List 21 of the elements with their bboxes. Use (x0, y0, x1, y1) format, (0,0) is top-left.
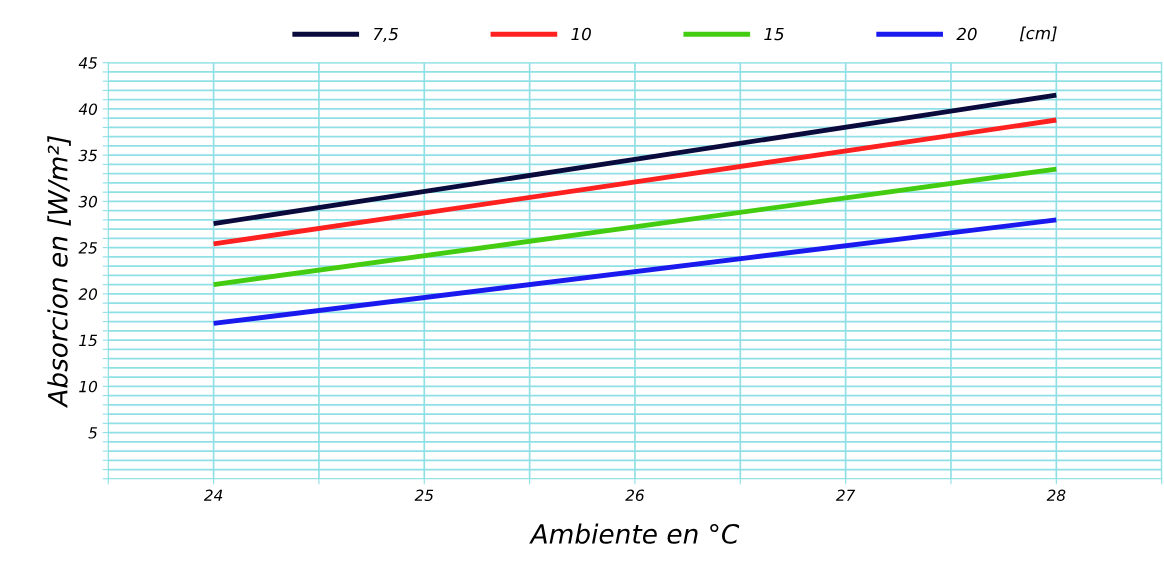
x-axis-title: Ambiente en °C (529, 523, 740, 544)
x-tick-label: 24 (203, 489, 223, 501)
y-tick-label: 20 (78, 288, 98, 300)
y-tick-label: 25 (78, 242, 97, 254)
x-tick-label: 28 (1046, 489, 1066, 502)
x-tick-label: 26 (625, 489, 644, 502)
y-tick-label: 40 (78, 103, 98, 115)
y-tick-label: 5 (88, 427, 97, 439)
y-tick-label: 10 (79, 380, 98, 393)
legend-title: [cm] (1019, 26, 1057, 42)
y-tick-label: 15 (79, 334, 97, 347)
legend-label: 7,5 (373, 27, 398, 43)
y-tick-label: 45 (78, 57, 97, 69)
y-tick-label: 30 (78, 195, 98, 208)
y-tick-label: 35 (78, 149, 97, 162)
x-tick-label: 27 (835, 489, 856, 501)
legend-label: 15 (764, 27, 784, 41)
x-tick-label: 25 (414, 489, 434, 502)
y-axis-title: Absorcion en [W/m²] (47, 136, 71, 409)
legend-label: 20 (956, 27, 977, 41)
legend-label: 10 (571, 27, 591, 41)
